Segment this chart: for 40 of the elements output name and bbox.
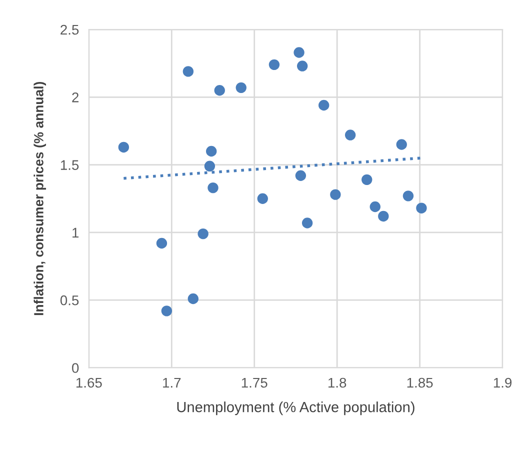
- point: [296, 60, 308, 72]
- point: [182, 66, 194, 77]
- y-tick-label: 1: [72, 228, 79, 238]
- point: [204, 160, 216, 172]
- x-tick-label: 1.8: [328, 378, 346, 388]
- point: [396, 139, 407, 150]
- point: [161, 306, 172, 316]
- point: [198, 228, 208, 240]
- y-tick-label: 1.5: [60, 160, 79, 170]
- y-tick-label: 0.5: [60, 295, 79, 306]
- point: [416, 202, 427, 214]
- y-tick-label: 0: [72, 363, 79, 373]
- point: [370, 201, 380, 212]
- y-tick-label: 2.5: [60, 24, 79, 35]
- point: [236, 82, 246, 94]
- point: [362, 174, 372, 186]
- y-axis-title: Inflation, consumer prices (% annual): [34, 82, 46, 316]
- point: [318, 100, 330, 111]
- point: [295, 170, 306, 181]
- point: [206, 146, 217, 157]
- point: [156, 238, 168, 249]
- point: [257, 193, 268, 204]
- point: [188, 293, 199, 304]
- x-tick-label: 1.85: [407, 378, 433, 388]
- y-tick-label: 2: [72, 92, 79, 102]
- x-tick-label: 1.7: [163, 378, 181, 388]
- x-tick-label: 1.9: [494, 378, 512, 388]
- x-tick-label: 1.75: [242, 378, 268, 388]
- point: [214, 85, 225, 96]
- point: [208, 182, 218, 194]
- point: [344, 130, 356, 140]
- point: [330, 189, 341, 200]
- point: [268, 59, 280, 70]
- point: [302, 218, 313, 228]
- point: [402, 190, 414, 202]
- x-tick-label: 1.65: [76, 378, 102, 388]
- x-axis-title: Unemployment (% Active population): [177, 402, 414, 416]
- point: [294, 47, 304, 58]
- point: [118, 142, 130, 153]
- point: [378, 210, 389, 222]
